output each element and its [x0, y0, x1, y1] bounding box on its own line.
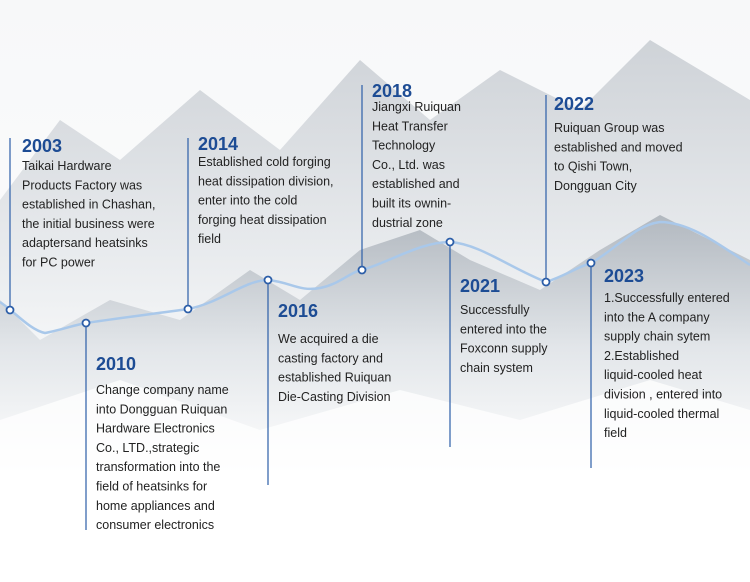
event-text: entered into the — [460, 322, 547, 336]
event-text: into Dongguan Ruiquan — [96, 402, 227, 416]
event-text: Dongguan City — [554, 179, 637, 193]
mountain — [0, 380, 750, 582]
event-text: home appliances and — [96, 499, 215, 513]
event-text: Change company name — [96, 383, 229, 397]
event-text: established in Chashan, — [22, 198, 155, 212]
event-text: division , entered into — [604, 388, 722, 402]
event-text: liquid-cooled heat — [604, 368, 703, 382]
event-text: Jiangxi Ruiquan — [372, 100, 461, 114]
event-text: Heat Transfer — [372, 119, 448, 133]
event-text: consumer electronics — [96, 518, 214, 532]
event-text: the initial business were — [22, 217, 155, 231]
event-text: liquid-cooled thermal — [604, 407, 719, 421]
event-text: field of heatsinks for — [96, 480, 207, 494]
event-text: established Ruiquan — [278, 371, 391, 385]
timeline-dot — [357, 265, 367, 275]
event-text: field — [198, 232, 221, 246]
event-year: 2014 — [198, 134, 238, 154]
event-text: casting factory and — [278, 351, 383, 365]
event-text: Taikai Hardware — [22, 159, 112, 173]
timeline-dot — [586, 258, 596, 268]
event-text: Foxconn supply — [460, 342, 548, 356]
event-text: 2.Established — [604, 349, 679, 363]
event-text: adaptersand heatsinks — [22, 236, 148, 250]
event-text: Ruiquan Group was — [554, 121, 664, 135]
timeline-dot — [183, 304, 193, 314]
event-text: We acquired a die — [278, 332, 379, 346]
event-text: heat dissipation division, — [198, 174, 334, 188]
timeline-dot — [5, 305, 15, 315]
event-text: field — [604, 426, 627, 440]
event-text: established and — [372, 177, 460, 191]
event-text: built its ownin- — [372, 197, 451, 211]
event-text: enter into the cold — [198, 194, 297, 208]
event-text: Die-Casting Division — [278, 390, 391, 404]
event-text: Successfully — [460, 303, 530, 317]
event-text: dustrial zone — [372, 216, 443, 230]
timeline-dot — [445, 237, 455, 247]
event-text: forging heat dissipation — [198, 213, 327, 227]
event-text: chain system — [460, 361, 533, 375]
event-text: Co., LTD.,strategic — [96, 441, 199, 455]
event-text: Hardware Electronics — [96, 422, 215, 436]
event-text: supply chain sytem — [604, 330, 710, 344]
event-text: Products Factory was — [22, 178, 142, 192]
timeline-dot — [541, 277, 551, 287]
event-text: established and moved — [554, 140, 683, 154]
event-text: Established cold forging — [198, 155, 331, 169]
event-year: 2023 — [604, 266, 644, 286]
event-year: 2021 — [460, 276, 500, 296]
event-year: 2016 — [278, 301, 318, 321]
event-text: into the A company — [604, 310, 710, 324]
event-text: Co., Ltd. was — [372, 158, 445, 172]
events: 2003 Taikai Hardware Products Factory was e… — [5, 81, 730, 532]
event-year: 2022 — [554, 94, 594, 114]
event-text: 1.Successfully entered — [604, 291, 730, 305]
event-text: to Qishi Town, — [554, 160, 632, 174]
event-year: 2018 — [372, 81, 412, 101]
event-year: 2003 — [22, 136, 62, 156]
event-text: Technology — [372, 139, 436, 153]
event-text: for PC power — [22, 256, 95, 270]
timeline-dot — [263, 275, 273, 285]
event-year: 2010 — [96, 354, 136, 374]
timeline-dot — [81, 318, 91, 328]
event-text: transformation into the — [96, 460, 220, 474]
